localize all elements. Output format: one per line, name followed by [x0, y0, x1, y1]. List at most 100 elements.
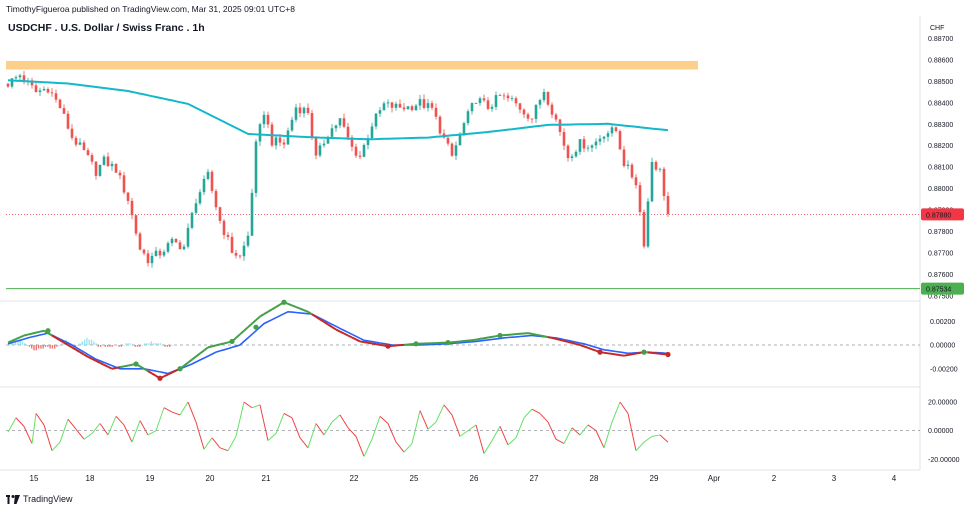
macd-histogram-bar — [102, 345, 104, 346]
macd-line-segment — [311, 313, 317, 318]
candle-body — [214, 190, 218, 208]
candle-body — [438, 116, 442, 134]
candle-body — [374, 113, 378, 127]
oscillator-segment — [347, 427, 357, 437]
macd-line-segment — [63, 341, 69, 346]
time-axis-label: 28 — [590, 474, 599, 483]
oscillator-segment — [259, 404, 269, 441]
candle-body — [66, 113, 70, 129]
macd-line-segment — [15, 336, 21, 340]
candle-body — [666, 195, 670, 215]
oscillator-segment — [515, 417, 525, 438]
oscillator-segment — [227, 436, 237, 451]
macd-histogram-bar — [33, 345, 35, 351]
candle-body — [198, 192, 202, 204]
macd-tick-label: -0.00200 — [930, 366, 958, 373]
candle-body — [6, 83, 10, 87]
macd-line-segment — [371, 342, 377, 346]
time-axis-label: 26 — [470, 474, 479, 483]
oscillator-segment — [411, 410, 421, 444]
macd-histogram-bar — [37, 345, 40, 349]
currency-label: CHF — [930, 25, 944, 32]
macd-histogram-bar — [143, 343, 146, 345]
candle-body — [506, 95, 510, 99]
macd-line-segment — [627, 353, 633, 356]
candle-body — [106, 156, 110, 167]
candle-body — [454, 145, 458, 156]
candle-body — [122, 175, 126, 193]
candle-body — [74, 137, 78, 145]
macd-histogram-bar — [56, 345, 58, 347]
candle-body — [42, 89, 46, 91]
candle-body — [246, 235, 250, 246]
candle-body — [398, 103, 402, 108]
candle-body — [186, 227, 190, 247]
macd-histogram-bar — [116, 345, 118, 346]
time-axis-label: 20 — [206, 474, 215, 483]
macd-histogram-bar — [88, 339, 90, 345]
macd-histogram-bar — [54, 345, 56, 349]
candle-body — [450, 143, 454, 156]
oscillator-segment — [75, 428, 85, 440]
macd-histogram-bar — [86, 337, 88, 345]
oscillator-segment — [23, 426, 33, 444]
candle-body — [330, 128, 334, 137]
macd-histogram-bar — [139, 345, 141, 347]
candle-body — [306, 107, 310, 114]
macd-line-segment — [195, 352, 201, 358]
macd-line-segment — [315, 315, 321, 321]
candle-body — [110, 163, 114, 167]
oscillator-segment — [451, 414, 461, 437]
candle-body — [554, 114, 558, 120]
macd-histogram-bar — [171, 345, 173, 346]
candle-body — [630, 164, 634, 178]
tradingview-logo[interactable]: TradingView — [6, 494, 73, 504]
support-price-label: 0.87534 — [926, 287, 951, 294]
oscillator-segment — [339, 414, 349, 429]
macd-cross-marker — [665, 351, 671, 358]
macd-histogram-bar — [77, 345, 79, 346]
candle-body — [94, 161, 98, 176]
macd-line-segment — [223, 341, 229, 345]
macd-line-segment — [611, 352, 617, 356]
moving-average-line — [7, 79, 669, 141]
chart-title: USDCHF . U.S. Dollar / Swiss Franc . 1h — [8, 22, 205, 34]
oscillator-segment — [427, 421, 437, 430]
macd-histogram-bar — [120, 345, 123, 347]
candle-body — [546, 91, 550, 105]
macd-line-segment — [579, 344, 585, 348]
current-price-badge — [921, 208, 964, 221]
macd-line-segment — [243, 326, 249, 332]
macd-line-segment — [171, 369, 177, 374]
macd-histogram-bar — [42, 345, 44, 349]
macd-line-segment — [251, 319, 257, 325]
macd-cross-marker — [497, 332, 503, 339]
candle-body — [574, 151, 578, 157]
macd-histogram-bar — [44, 345, 47, 347]
candle-body — [326, 136, 330, 144]
macd-line-segment — [35, 330, 41, 334]
time-axis-label: 25 — [410, 474, 419, 483]
macd-cross-marker — [413, 341, 419, 347]
macd-line-segment — [7, 339, 13, 344]
oscillator-segment — [123, 424, 133, 443]
oscillator-segment — [643, 435, 653, 443]
candle-body — [370, 126, 374, 139]
macd-line-segment — [75, 348, 81, 353]
grid-layer — [0, 16, 921, 471]
oscillator-segment — [571, 427, 581, 436]
candle-body — [138, 233, 142, 250]
oscillator-segment — [299, 437, 309, 449]
oscillator-segment — [243, 401, 253, 409]
macd-histogram-bar — [125, 343, 127, 345]
oscillator-segment — [131, 420, 141, 443]
macd-histogram-bar — [141, 345, 143, 346]
candle-body — [594, 141, 598, 146]
macd-line-segment — [183, 361, 189, 367]
macd-line-segment — [343, 332, 349, 337]
macd-line-segment — [239, 330, 245, 336]
oscillator-segment — [291, 417, 301, 438]
price-tick-label: 0.87800 — [928, 229, 953, 236]
candle-body — [634, 177, 638, 186]
